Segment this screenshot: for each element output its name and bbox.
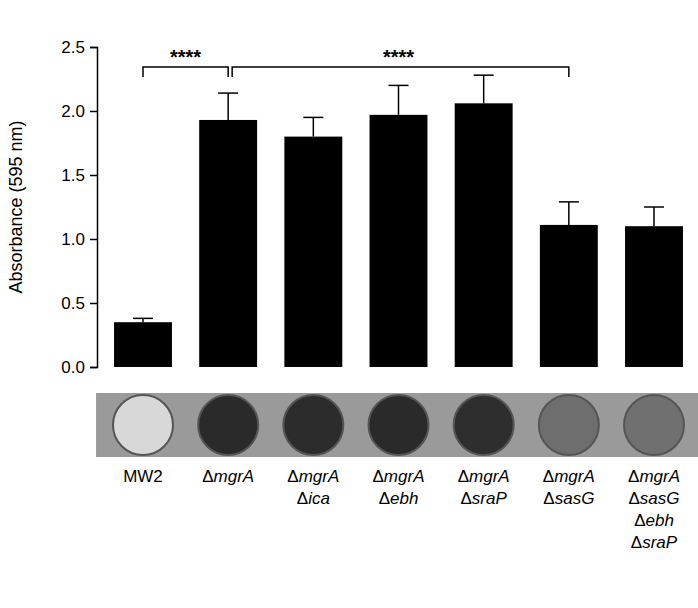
error-bar-cap (218, 92, 238, 94)
error-bar-stem (313, 117, 315, 136)
well (198, 395, 258, 455)
error-bar-cap (559, 201, 579, 203)
bar (455, 103, 513, 367)
error-bar (218, 93, 238, 120)
error-bar (644, 207, 664, 226)
y-tick: 0.0 (61, 358, 97, 377)
y-axis: 0.0 0.5 1.0 1.5 2.0 2.5 (61, 38, 97, 377)
y-tick-label: 2.5 (61, 38, 85, 57)
well (113, 395, 173, 455)
well (369, 395, 429, 455)
y-tick: 0.5 (61, 294, 97, 313)
bar (199, 120, 257, 367)
well (624, 395, 684, 455)
y-tick-mark (90, 367, 97, 369)
significance-label: **** (170, 46, 201, 68)
y-tick-label: 1.5 (61, 166, 85, 185)
significance-bracket (143, 67, 228, 77)
significance-label: **** (383, 46, 414, 68)
error-bar-cap (644, 206, 664, 208)
x-tick-label: ΔmgrAΔica (287, 467, 339, 508)
y-tick-mark (90, 303, 97, 305)
x-tick-label: ΔmgrAΔsasG (543, 467, 595, 508)
x-tick-label: ΔmgrA (202, 467, 254, 486)
well-image (96, 393, 698, 457)
well-plate (96, 393, 698, 457)
x-tick-label: ΔmgrAΔsraP (458, 467, 510, 508)
y-tick-mark (90, 239, 97, 241)
y-tick-mark (90, 175, 97, 177)
x-tick-label: MW2 (123, 467, 163, 486)
y-tick-label: 0.0 (61, 358, 85, 377)
error-bar-stem (227, 93, 229, 120)
bar (114, 322, 172, 367)
y-tick-label: 2.0 (61, 102, 85, 121)
error-bar-cap (474, 74, 494, 76)
plot-area (114, 75, 683, 367)
bar (370, 115, 428, 367)
well (454, 395, 514, 455)
y-tick-label: 0.5 (61, 294, 85, 313)
error-bar-stem (483, 75, 485, 103)
error-bar (559, 202, 579, 225)
y-axis-title: Absorbance (595 nm) (6, 120, 26, 293)
error-bar-cap (389, 85, 409, 87)
well (539, 395, 599, 455)
error-bar-stem (653, 207, 655, 226)
y-axis-line (90, 48, 98, 368)
bar (625, 226, 683, 367)
y-tick-mark (90, 47, 97, 49)
error-bar-cap (133, 318, 153, 320)
error-bar (133, 318, 153, 322)
annotations: **** **** (143, 46, 569, 77)
x-tick-label: ΔmgrAΔebh (373, 467, 425, 508)
error-bar-stem (568, 202, 570, 225)
chart: 0.0 0.5 1.0 1.5 2.0 2.5 Absorbance (595 nm) ***… (0, 0, 698, 608)
y-tick: 1.5 (61, 166, 97, 185)
bar (540, 225, 598, 367)
error-bar (474, 75, 494, 103)
y-tick-mark (90, 111, 97, 113)
bar (284, 137, 342, 367)
y-tick: 2.5 (61, 38, 97, 57)
error-bar-stem (398, 85, 400, 114)
significance-bracket (232, 67, 569, 77)
well (283, 395, 343, 455)
error-bar (389, 85, 409, 114)
x-tick-label: ΔmgrAΔsasGΔebhΔsraP (628, 467, 680, 552)
y-tick-label: 1.0 (61, 230, 85, 249)
y-tick: 1.0 (61, 230, 97, 249)
error-bar (303, 117, 323, 136)
error-bar-cap (303, 117, 323, 119)
y-tick: 2.0 (61, 102, 97, 121)
x-axis: MW2 ΔmgrA ΔmgrAΔica ΔmgrAΔebh ΔmgrAΔsraP Δmgr… (123, 467, 680, 552)
